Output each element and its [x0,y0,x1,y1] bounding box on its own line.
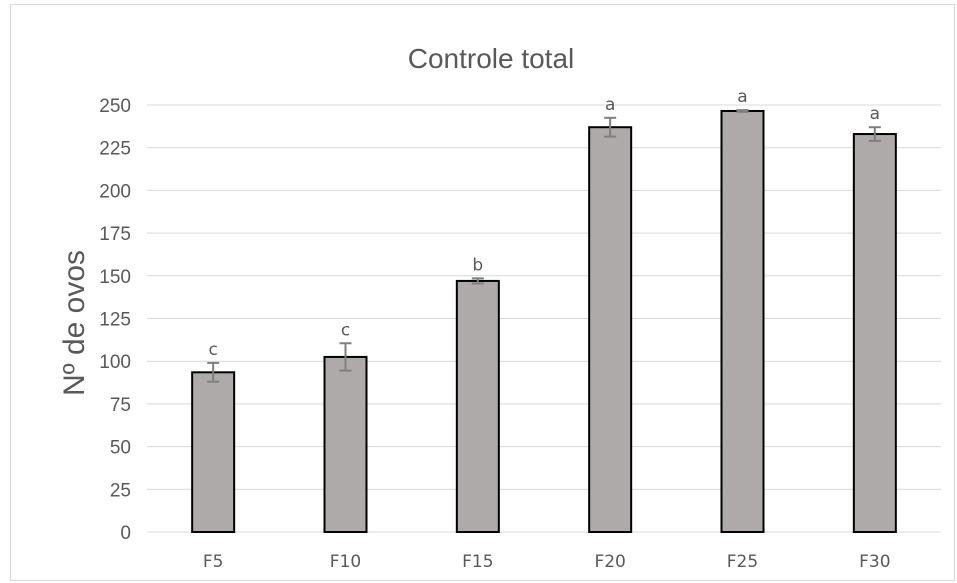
chart-frame: Controle total Nº de ovos 0 25 50 75 100 125 1… [10,4,955,581]
significance-label: c [208,340,217,360]
significance-label: a [870,104,880,124]
y-axis-ticks: 0 25 50 75 100 125 150 175 200 225 250 [99,96,131,544]
y-tick-label: 200 [99,181,131,202]
x-axis-ticks: F5 F10 F15 F20 F25 F30 [203,552,891,572]
x-tick-label: F5 [203,552,224,572]
significance-label: c [341,320,350,340]
significance-label: b [472,255,483,275]
x-tick-label: F25 [727,552,758,572]
significance-label: a [737,87,747,107]
chart-title: Controle total [408,43,575,74]
x-tick-label: F10 [330,552,361,572]
bar [455,279,500,534]
bar-chart: Controle total Nº de ovos 0 25 50 75 100 125 1… [58,43,941,572]
bars: c c b a a a [191,87,897,534]
y-axis-label: Nº de ovos [58,250,91,396]
y-tick-label: 150 [99,267,131,288]
y-tick-label: 75 [110,395,131,416]
significance-label: a [605,95,615,115]
bar [720,109,765,533]
bar [588,126,633,533]
y-tick-label: 0 [120,523,131,544]
gridlines [147,104,941,533]
bar [323,355,368,533]
y-tick-label: 225 [99,139,131,160]
y-tick-label: 250 [99,96,131,117]
x-tick-label: F20 [594,552,625,572]
y-tick-label: 25 [110,480,131,501]
y-tick-label: 125 [99,310,131,331]
bar [852,133,897,533]
bar [191,371,236,533]
y-tick-label: 100 [99,352,131,373]
x-tick-label: F30 [859,552,890,572]
y-tick-label: 175 [99,224,131,245]
x-tick-label: F15 [462,552,493,572]
y-tick-label: 50 [110,438,131,459]
